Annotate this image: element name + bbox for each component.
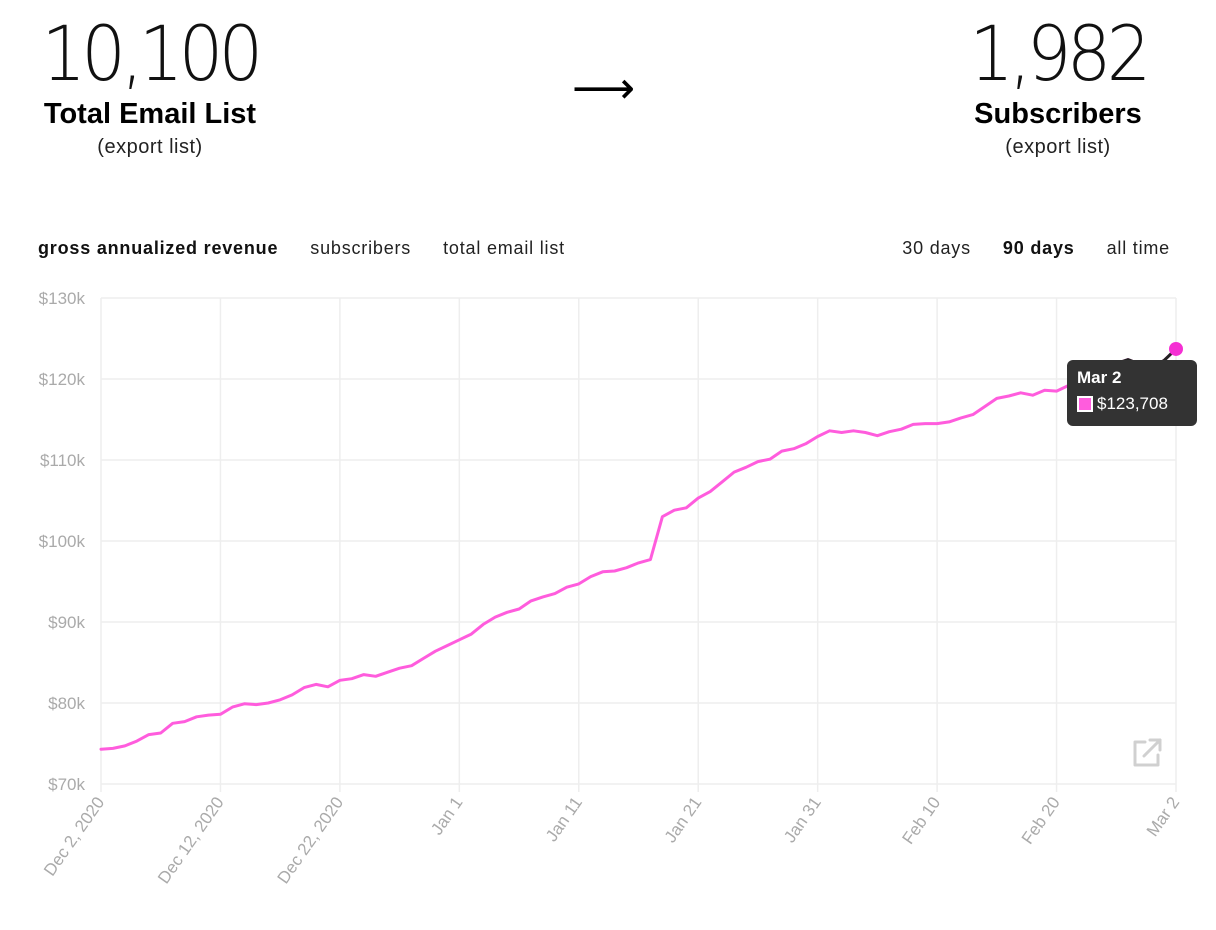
tab-subscribers[interactable]: subscribers [310, 238, 412, 258]
chart-tooltip: Mar 2 $123,708 [1067, 360, 1197, 426]
x-tick-label: Dec 22, 2020 [274, 793, 348, 887]
x-tick-label: Jan 1 [427, 793, 466, 838]
x-tick-label: Jan 11 [542, 793, 586, 845]
chart-grid [100, 297, 1177, 792]
total-email-list-stat: 10,100 Total Email List (export list) [20, 14, 280, 159]
tab-all-time[interactable]: all time [1106, 238, 1170, 258]
revenue-series-line [99, 347, 1178, 751]
arrow-right-icon: ⟶ [572, 63, 636, 114]
x-tick-label: Mar 2 [1143, 793, 1183, 840]
tab-90-days[interactable]: 90 days [1002, 238, 1075, 258]
y-tick-label: $70k [48, 775, 85, 794]
subscribers-label: Subscribers [974, 98, 1142, 130]
external-link-icon[interactable] [1130, 736, 1164, 770]
tab-gross-annualized-revenue[interactable]: gross annualized revenue [38, 238, 279, 258]
total-email-list-count: 10,100 [41, 9, 263, 98]
x-axis-labels: Dec 2, 2020 Dec 12, 2020 Dec 22, 2020 Jan 1… [40, 793, 1183, 887]
subscribers-count: 1,982 [969, 9, 1151, 98]
y-tick-label: $80k [48, 694, 85, 713]
tooltip-date: Mar 2 [1077, 368, 1122, 387]
hover-data-point[interactable] [1169, 341, 1183, 356]
metric-tabs: gross annualized revenue subscribers tot… [38, 238, 597, 259]
x-tick-label: Dec 2, 2020 [40, 793, 108, 879]
revenue-line-chart: $70k $80k $90k $100k $110k $120k $130k Dec 2, … [39, 289, 1184, 887]
range-tabs: 30 days 90 days all time [870, 238, 1170, 259]
x-tick-label: Feb 10 [898, 793, 944, 847]
subscribers-stat: 1,982 Subscribers (export list) [928, 14, 1188, 159]
total-email-list-label: Total Email List [43, 98, 257, 130]
tooltip-row: $123,708 [1077, 394, 1187, 414]
y-tick-label: $110k [40, 451, 86, 470]
total-email-list-export-link[interactable]: (export list) [97, 136, 203, 158]
x-tick-label: Dec 12, 2020 [154, 793, 228, 887]
x-tick-label: Jan 21 [661, 793, 706, 846]
y-axis-labels: $70k $80k $90k $100k $110k $120k $130k [39, 289, 86, 794]
y-tick-label: $90k [48, 613, 85, 632]
tooltip-value: $123,708 [1097, 394, 1168, 413]
x-tick-label: Feb 20 [1018, 793, 1064, 847]
y-tick-label: $130k [39, 289, 86, 308]
tooltip-swatch [1077, 396, 1093, 412]
subscribers-export-link[interactable]: (export list) [1005, 136, 1111, 158]
tab-30-days[interactable]: 30 days [902, 238, 971, 258]
y-tick-label: $100k [39, 532, 86, 551]
y-tick-label: $120k [39, 370, 86, 389]
tab-total-email-list[interactable]: total email list [443, 238, 565, 258]
x-tick-label: Jan 31 [780, 793, 825, 846]
